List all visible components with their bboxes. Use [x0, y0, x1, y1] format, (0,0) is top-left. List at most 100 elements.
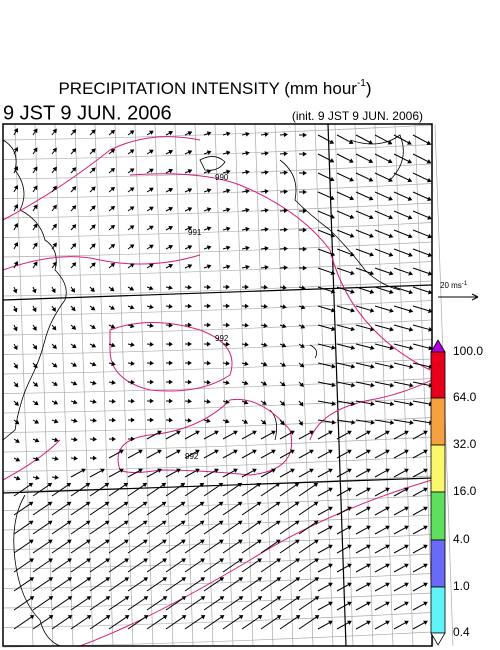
wind-arrow	[298, 468, 314, 478]
wind-arrow	[127, 263, 135, 269]
wind-arrow	[70, 437, 78, 442]
wind-arrow	[279, 362, 287, 367]
wind-arrow	[184, 558, 205, 573]
wind-arrow	[146, 615, 168, 630]
colorbar-label: 0.4	[453, 625, 470, 639]
wind-arrow	[184, 264, 193, 269]
wind-arrow	[13, 381, 19, 388]
wind-arrow	[12, 286, 18, 294]
wind-arrow	[89, 262, 96, 269]
wind-arrow	[165, 577, 187, 592]
wind-arrow	[393, 324, 414, 332]
wind-arrow	[241, 342, 249, 347]
grid-line	[154, 123, 174, 647]
wind-arrow	[108, 482, 129, 497]
wind-arrow	[279, 265, 288, 271]
wind-arrow	[127, 304, 135, 310]
wind-arrow	[89, 615, 111, 630]
wind-arrow	[51, 343, 57, 350]
isobars	[2, 136, 433, 647]
wind-arrow	[203, 245, 212, 250]
wind-arrow	[13, 539, 34, 554]
wind-arrow	[13, 558, 34, 573]
wind-arrow	[70, 380, 78, 386]
wind-arrow	[222, 596, 244, 611]
wind-arrow	[260, 151, 269, 156]
wind-arrow	[70, 482, 91, 497]
wind-arrow	[127, 468, 143, 478]
wind-arrow	[51, 474, 59, 480]
wind-arrow	[393, 267, 414, 276]
wind-arrow	[203, 615, 225, 630]
graticule	[2, 123, 454, 648]
wind-arrow	[108, 380, 116, 385]
wind-arrow	[51, 615, 73, 630]
wind-arrow	[146, 168, 154, 174]
wind-arrow	[393, 400, 414, 407]
wind-arrow	[89, 468, 105, 478]
wind-arrow	[222, 207, 231, 213]
wind-arrow	[222, 380, 230, 385]
wind-arrow	[32, 437, 40, 443]
wind-arrow	[108, 398, 116, 404]
wind-arrow	[165, 558, 186, 573]
wind-arrow	[51, 456, 59, 461]
wind-arrow	[127, 596, 149, 611]
wind-arrow	[13, 457, 21, 462]
wind-arrow	[146, 577, 168, 592]
wind-arrow	[146, 187, 154, 193]
wind-arrow	[298, 539, 319, 554]
wind-arrow	[146, 130, 154, 136]
wind-arrow	[393, 362, 414, 369]
coastline	[13, 494, 61, 647]
grid-line	[2, 612, 433, 628]
wind-arrow	[108, 577, 130, 592]
wind-arrow	[241, 303, 249, 309]
wind-arrow	[412, 172, 432, 183]
wind-arrow	[184, 379, 192, 385]
wind-arrow	[165, 130, 174, 136]
wind-arrow	[203, 449, 219, 459]
wind-arrow	[298, 596, 320, 611]
wind-arrow	[374, 153, 393, 164]
wind-arrow	[13, 475, 21, 481]
wind-arrow	[89, 558, 110, 573]
wind-arrow	[165, 449, 181, 459]
colorbar-label: 16.0	[453, 484, 477, 498]
wind-arrow	[279, 430, 295, 440]
wind-arrow	[70, 205, 77, 212]
wind-arrow	[127, 520, 148, 535]
wind-arrow	[51, 204, 57, 212]
wind-arrow	[70, 596, 92, 611]
wind-arrow	[260, 361, 268, 367]
wind-arrow	[32, 305, 37, 313]
wind-arrow	[336, 381, 356, 388]
wind-arrow	[355, 544, 371, 554]
wind-arrow	[70, 539, 91, 554]
wind-arrow	[374, 381, 395, 388]
wind-arrow	[374, 191, 393, 201]
wind-arrow	[108, 305, 115, 310]
wind-arrow	[222, 577, 244, 592]
map-area: 990 991 992 992	[2, 123, 454, 648]
colorbar-band	[430, 491, 446, 541]
wind-arrow	[317, 430, 333, 440]
wind-arrow	[184, 449, 200, 459]
wind-arrow	[374, 267, 394, 276]
wind-arrow	[412, 210, 432, 220]
wind-arrow	[279, 132, 288, 138]
valid-time: 9 JST 9 JUN. 2006	[3, 102, 172, 124]
wind-arrow	[32, 456, 40, 462]
wind-arrow	[51, 501, 72, 516]
wind-arrow	[108, 262, 116, 269]
wind-arrow	[89, 343, 97, 348]
grid-line	[374, 123, 394, 647]
wind-arrow	[374, 172, 393, 182]
wind-arrow	[222, 264, 231, 270]
grid-line	[2, 280, 433, 297]
wind-arrow	[317, 267, 336, 275]
wind-arrow	[374, 229, 394, 239]
wind-arrow	[393, 210, 413, 220]
wind-arrow	[51, 482, 72, 497]
wind-arrow	[108, 361, 116, 367]
